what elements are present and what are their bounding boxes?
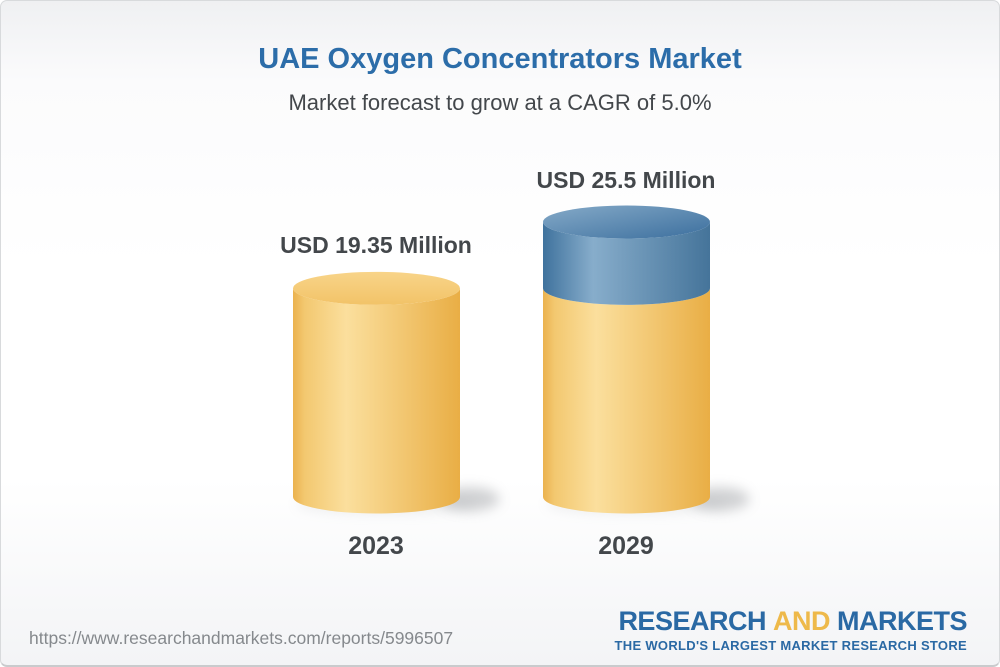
logo-word-markets: MARKETS <box>837 606 968 636</box>
value-label-2029: USD 25.5 Million <box>536 167 716 193</box>
cylinder-segment-base-2029 <box>543 288 710 514</box>
logo-word-and: AND <box>772 606 831 636</box>
chart-header: UAE Oxygen Concentrators Market Market f… <box>1 1 999 116</box>
brand-logo-tagline: THE WORLD'S LARGEST MARKET RESEARCH STOR… <box>614 638 967 654</box>
logo-word-research: RESEARCH <box>618 606 766 636</box>
cylinder-top-2029 <box>543 205 710 239</box>
category-label-2023: 2023 <box>348 532 404 560</box>
chart-subtitle: Market forecast to grow at a CAGR of 5.0… <box>288 90 712 115</box>
cylinder-top-2023 <box>293 271 460 305</box>
report-url: https://www.researchandmarkets.com/repor… <box>29 628 454 648</box>
chart-title: UAE Oxygen Concentrators Market <box>258 43 742 75</box>
category-label-2029: 2029 <box>598 532 654 560</box>
value-label-2023: USD 19.35 Million <box>280 232 472 258</box>
brand-logo-wordmark: RESEARCH AND MARKETS <box>615 607 967 635</box>
cylinder-segment-base-2023 <box>293 288 461 514</box>
brand-logo: RESEARCH AND MARKETS THE WORLD'S LARGEST… <box>614 607 968 654</box>
cylinder-segment-growth-2029 <box>543 222 710 305</box>
